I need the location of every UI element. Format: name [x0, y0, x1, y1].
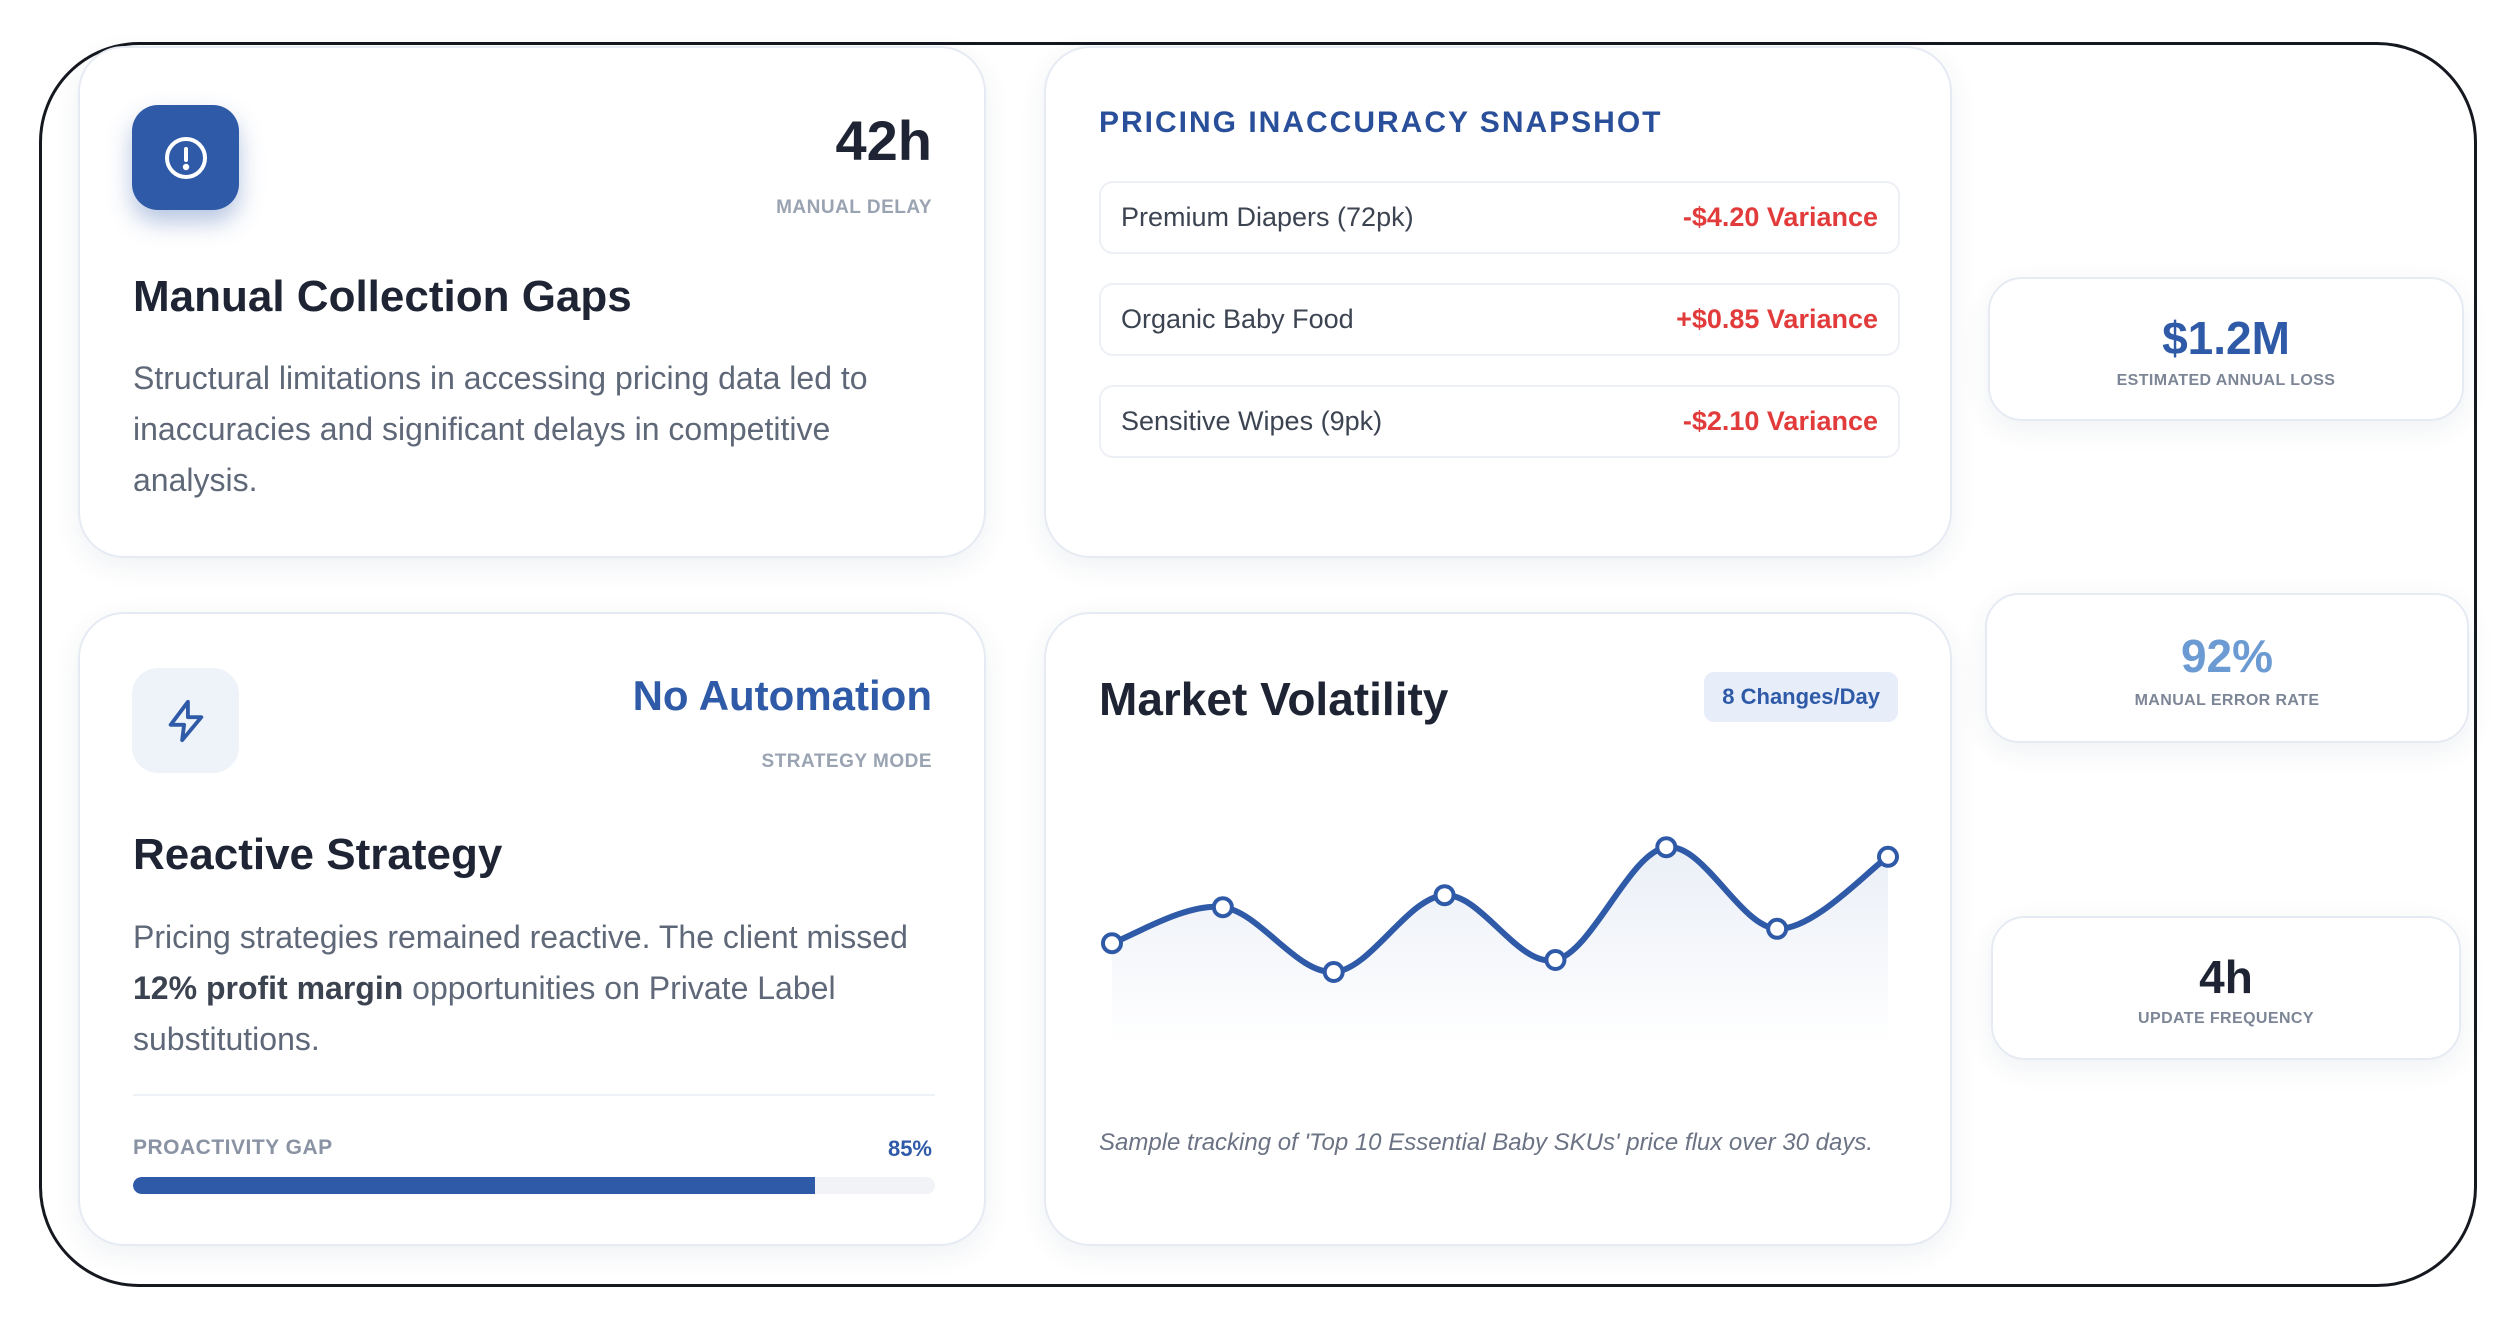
price-row-1: Organic Baby Food +$0.85 Variance — [1099, 283, 1900, 356]
dashboard-frame: 42h MANUAL DELAY Manual Collection Gaps … — [39, 42, 2477, 1287]
kpi-card-annual-loss: $1.2M ESTIMATED ANNUAL LOSS — [1988, 277, 2464, 421]
chart-title: Market Volatility — [1099, 673, 1449, 725]
progress-fill — [133, 1177, 815, 1194]
data-point-0 — [1101, 932, 1123, 955]
kpi-label: ESTIMATED ANNUAL LOSS — [2116, 372, 2336, 389]
card-title: Reactive Strategy — [133, 830, 503, 879]
data-point-4 — [1544, 949, 1567, 971]
reactive-strategy-card: No Automation STRATEGY MODE Reactive Str… — [78, 612, 986, 1246]
strategy-mode-label: STRATEGY MODE — [761, 751, 932, 772]
data-point-5 — [1655, 836, 1678, 859]
kpi-value: $1.2M — [2162, 312, 2290, 364]
kpi-label: UPDATE FREQUENCY — [2138, 1010, 2314, 1027]
strategy-mode-value: No Automation — [632, 672, 932, 719]
kpi-value: 92% — [2180, 630, 2274, 682]
volatility-line-chart — [1101, 836, 1899, 1044]
data-point-2 — [1322, 961, 1345, 983]
price-row-name: Sensitive Wipes (9pk) — [1121, 406, 1383, 436]
series-area — [1112, 846, 1888, 1044]
manual-delay-value: 42h — [835, 109, 933, 172]
kpi-value: 4h — [2199, 951, 2253, 1003]
description-highlight: 12% profit margin — [133, 970, 404, 1006]
progress-bar — [133, 1177, 935, 1194]
lightning-bolt-icon — [132, 668, 239, 773]
price-row-2: Sensitive Wipes (9pk) -$2.10 Variance — [1099, 385, 1900, 458]
manual-delay-label: MANUAL DELAY — [776, 197, 932, 218]
pricing-snapshot-heading: PRICING INACCURACY SNAPSHOT — [1099, 106, 1663, 139]
progress-value: 85% — [887, 1136, 932, 1161]
data-point-6 — [1766, 917, 1789, 940]
price-row-variance: -$2.10 Variance — [1682, 406, 1878, 436]
series-line — [1109, 844, 1891, 976]
kpi-card-update-frequency: 4h UPDATE FREQUENCY — [1991, 916, 2461, 1060]
manual-collection-card: 42h MANUAL DELAY Manual Collection Gaps … — [78, 46, 986, 558]
card-description: Pricing strategies remained reactive. Th… — [133, 912, 933, 1065]
data-point-1 — [1211, 896, 1234, 919]
price-row-name: Premium Diapers (72pk) — [1121, 202, 1414, 232]
price-row-0: Premium Diapers (72pk) -$4.20 Variance — [1099, 181, 1900, 254]
kpi-card-error-rate: 92% MANUAL ERROR RATE — [1985, 593, 2469, 743]
pricing-snapshot-card: PRICING INACCURACY SNAPSHOT Premium Diap… — [1044, 46, 1952, 558]
price-row-name: Organic Baby Food — [1121, 304, 1354, 334]
data-point-3 — [1433, 884, 1456, 907]
data-point-7 — [1877, 845, 1899, 868]
card-title: Manual Collection Gaps — [133, 272, 632, 321]
card-description: Structural limitations in accessing pric… — [133, 360, 868, 498]
market-volatility-card: Market Volatility 8 Changes/Day Sample t… — [1044, 612, 1952, 1246]
price-row-variance: -$4.20 Variance — [1682, 202, 1878, 232]
description-text: opportunities on Private Label substitut… — [133, 970, 836, 1057]
chart-caption: Sample tracking of 'Top 10 Essential Bab… — [1099, 1129, 1873, 1156]
description-text: Pricing strategies remained reactive. Th… — [133, 919, 908, 955]
price-row-variance: +$0.85 Variance — [1676, 304, 1878, 334]
progress-label: PROACTIVITY GAP — [133, 1136, 333, 1159]
divider — [133, 1094, 935, 1096]
changes-per-day-badge: 8 Changes/Day — [1704, 672, 1898, 722]
alert-circle-icon — [132, 105, 239, 210]
kpi-label: MANUAL ERROR RATE — [2134, 692, 2320, 709]
